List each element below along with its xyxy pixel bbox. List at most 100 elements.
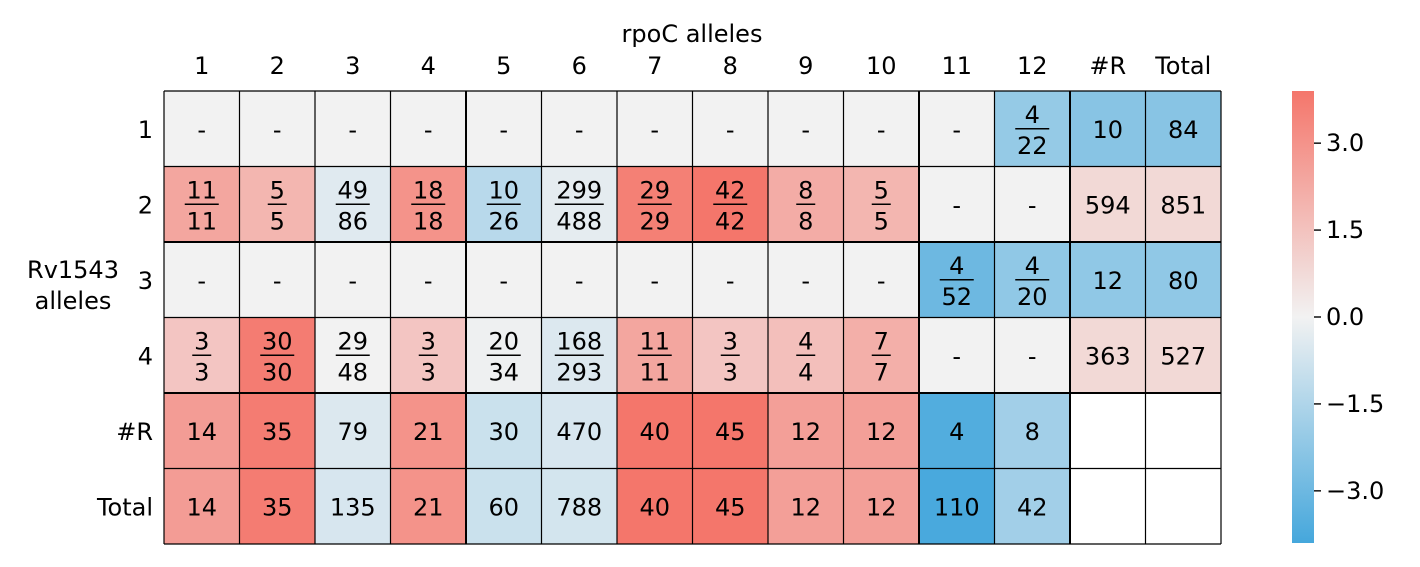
heatmap-cell	[617, 91, 693, 167]
col-tick-label: 8	[723, 52, 738, 80]
heatmap-borders	[163, 90, 1222, 545]
cell-denominator: 34	[488, 358, 519, 386]
colorbar-tick-label: −1.5	[1326, 390, 1384, 418]
cell-value: -	[877, 267, 886, 295]
heatmap-cell	[541, 393, 617, 469]
heatmap-cell	[315, 468, 391, 544]
heatmap-cell	[541, 468, 617, 544]
cell-denominator: 30	[262, 358, 293, 386]
cell-value: 42	[1017, 493, 1048, 521]
heatmap-cell	[541, 242, 617, 318]
cell-value: 60	[488, 493, 519, 521]
cell-numerator: 4	[798, 327, 813, 355]
heatmap-cell	[1070, 166, 1146, 242]
cell-numerator: 30	[262, 327, 293, 355]
cell-value: 21	[413, 418, 444, 446]
cell-value: -	[726, 116, 735, 144]
heatmap-cell	[1145, 393, 1221, 469]
cell-value: 40	[639, 418, 670, 446]
cell-denominator: 22	[1017, 132, 1048, 160]
cell-numerator: 3	[421, 327, 436, 355]
heatmap-cell	[768, 91, 844, 167]
cell-value: 12	[1092, 267, 1123, 295]
cell-numerator: 42	[715, 176, 746, 204]
col-tick-label: 12	[1017, 52, 1048, 80]
cell-value: 21	[413, 493, 444, 521]
cell-value: -	[424, 116, 433, 144]
column-tick-labels: 1 2 3 4 5 6 7 8 9 10 11 12 #R Total	[194, 52, 1211, 80]
heatmap-cell	[390, 393, 466, 469]
cell-value: 40	[639, 493, 670, 521]
y-axis-label: Rv1543 alleles	[27, 256, 119, 315]
heatmap-cell	[1070, 242, 1146, 318]
heatmap-cell	[466, 91, 542, 167]
cell-value: 851	[1160, 191, 1206, 219]
heatmap-cell	[1070, 317, 1146, 393]
cell-value: -	[650, 116, 659, 144]
row-tick-label: Total	[96, 493, 153, 521]
cell-value: -	[197, 267, 206, 295]
cell-denominator: 42	[715, 207, 746, 235]
cell-numerator: 168	[556, 327, 602, 355]
cell-denominator: 3	[723, 358, 738, 386]
row-tick-label: 2	[138, 191, 153, 219]
cell-value: -	[575, 267, 584, 295]
cell-denominator: 7	[874, 358, 889, 386]
row-tick-labels: 1 2 3 4 #R Total	[96, 116, 153, 522]
heatmap-cell	[315, 91, 391, 167]
heatmap-cell	[315, 393, 391, 469]
heatmap-cell	[239, 393, 315, 469]
col-tick-label: Total	[1154, 52, 1211, 80]
heatmap-cell	[919, 393, 995, 469]
heatmap-cell	[390, 468, 466, 544]
cell-numerator: 10	[488, 176, 519, 204]
row-tick-label: 4	[138, 342, 153, 370]
cell-numerator: 5	[874, 176, 889, 204]
cell-value: -	[801, 116, 810, 144]
cell-value: 110	[934, 493, 980, 521]
cell-denominator: 86	[337, 207, 368, 235]
cell-denominator: 488	[556, 207, 602, 235]
heatmap-cell	[919, 91, 995, 167]
cell-value: -	[952, 342, 961, 370]
col-tick-label: 9	[798, 52, 813, 80]
heatmap-cell	[768, 242, 844, 318]
row-tick-label: 1	[138, 116, 153, 144]
cell-value: 30	[488, 418, 519, 446]
heatmap-cell	[768, 468, 844, 544]
cell-numerator: 29	[337, 327, 368, 355]
cell-numerator: 18	[413, 176, 444, 204]
cell-numerator: 4	[949, 252, 964, 280]
cell-value: -	[348, 267, 357, 295]
col-tick-label: 4	[421, 52, 436, 80]
cell-value: -	[273, 116, 282, 144]
cell-numerator: 299	[556, 176, 602, 204]
cell-value: 84	[1168, 116, 1199, 144]
col-tick-label: 10	[866, 52, 897, 80]
cell-value: 12	[866, 493, 897, 521]
cell-value: 12	[790, 418, 821, 446]
row-tick-label: 3	[138, 267, 153, 295]
cell-denominator: 5	[270, 207, 285, 235]
cell-denominator: 18	[413, 207, 444, 235]
cell-value: -	[499, 116, 508, 144]
heatmap-cell	[1070, 91, 1146, 167]
heatmap-cell	[239, 468, 315, 544]
cell-value: -	[952, 191, 961, 219]
cell-value: 135	[330, 493, 376, 521]
cell-value: 594	[1085, 191, 1131, 219]
heatmap-cell	[692, 242, 768, 318]
heatmap-cell	[1145, 166, 1221, 242]
x-axis-label: rpoC alleles	[622, 20, 763, 48]
cell-denominator: 20	[1017, 283, 1048, 311]
cell-denominator: 48	[337, 358, 368, 386]
col-tick-label: 2	[270, 52, 285, 80]
heatmap-cell	[1145, 468, 1221, 544]
heatmap-cell	[466, 468, 542, 544]
heatmap-cell	[164, 393, 240, 469]
heatmap-cell	[843, 242, 919, 318]
heatmap-cell	[1070, 468, 1146, 544]
heatmap-cell	[617, 242, 693, 318]
